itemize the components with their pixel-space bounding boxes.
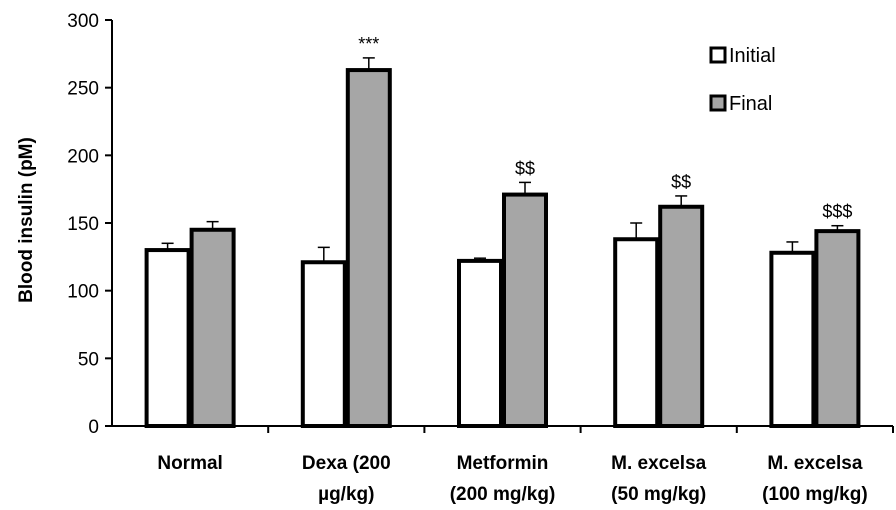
y-axis-title: Blood insulin (pM) bbox=[16, 137, 37, 303]
x-category-label: (200 mg/kg) bbox=[450, 484, 556, 505]
significance-annotations: ***$$$$$$$ bbox=[358, 34, 852, 222]
y-tick-label: 0 bbox=[88, 417, 99, 438]
x-axis-labels: Normal Dexa (200 µg/kg) Metformin (200 mg/kg… bbox=[157, 426, 894, 505]
axes bbox=[111, 20, 893, 427]
y-tick-label: 250 bbox=[67, 79, 99, 100]
significance-label: *** bbox=[358, 34, 379, 54]
legend-label-final: Final bbox=[729, 93, 772, 115]
significance-label: $$$ bbox=[822, 202, 852, 222]
y-tick-label: 50 bbox=[78, 349, 99, 370]
x-category-label: (50 mg/kg) bbox=[611, 484, 706, 505]
bars bbox=[144, 57, 861, 429]
significance-label: $$ bbox=[515, 158, 535, 178]
bar-final bbox=[345, 68, 392, 428]
x-category-label: M. excelsa bbox=[767, 453, 862, 474]
bar-final bbox=[814, 229, 861, 428]
y-tick-label: 200 bbox=[67, 146, 99, 167]
bar-final bbox=[189, 227, 236, 428]
bar-final bbox=[502, 192, 548, 428]
y-tick-label: 100 bbox=[67, 282, 99, 303]
bar-initial bbox=[300, 260, 347, 428]
y-tick-label: 300 bbox=[67, 11, 99, 32]
x-category-label: (100 mg/kg) bbox=[762, 484, 868, 505]
bar-initial bbox=[613, 237, 660, 428]
bar-initial bbox=[769, 250, 816, 428]
legend-label-initial: Initial bbox=[729, 45, 776, 67]
bar-initial bbox=[144, 248, 191, 428]
x-category-label: M. excelsa bbox=[611, 453, 706, 474]
significance-label: $$ bbox=[671, 172, 691, 192]
y-tick-label: 150 bbox=[67, 214, 99, 235]
y-axis-ticks: 0 50 100 150 200 250 300 bbox=[67, 11, 112, 438]
x-category-label: Metformin bbox=[457, 453, 549, 474]
bar-final bbox=[658, 204, 705, 428]
legend: Initial Final bbox=[709, 45, 776, 115]
legend-swatch-final bbox=[709, 94, 727, 112]
x-category-label: Normal bbox=[157, 453, 222, 474]
x-category-label: µg/kg) bbox=[318, 484, 374, 505]
x-category-label: Dexa (200 bbox=[302, 453, 391, 474]
legend-swatch-initial bbox=[709, 46, 727, 64]
bar-initial bbox=[457, 258, 503, 429]
